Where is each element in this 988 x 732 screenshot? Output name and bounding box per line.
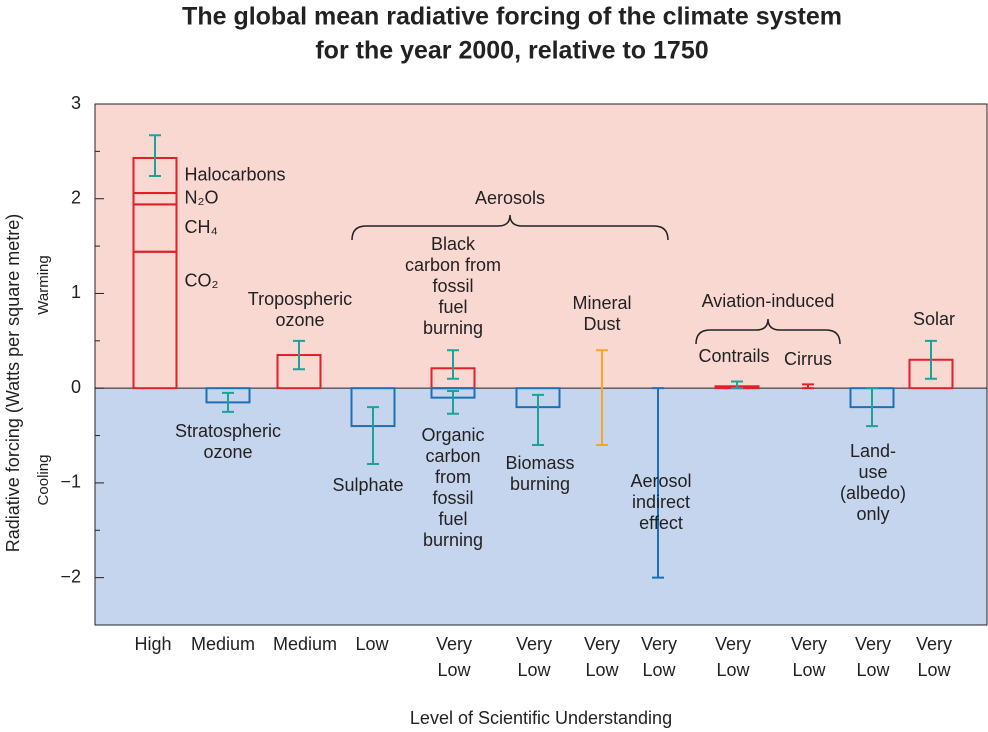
error-bar bbox=[293, 339, 305, 371]
error-bar bbox=[447, 349, 459, 380]
error-bar bbox=[149, 134, 161, 177]
bar-label: carbon from bbox=[405, 255, 501, 275]
understanding-label: Very bbox=[916, 634, 952, 654]
understanding-label: Low bbox=[355, 634, 389, 654]
chart-title: for the year 2000, relative to 1750 bbox=[315, 37, 708, 65]
error-bar bbox=[802, 383, 814, 390]
y-tick-label: −2 bbox=[60, 566, 81, 586]
bar-label: use bbox=[858, 462, 887, 482]
cooling-label: Cooling bbox=[35, 455, 52, 506]
group-label: Aviation-induced bbox=[702, 291, 835, 311]
bar-label: Dust bbox=[583, 314, 620, 334]
understanding-label: Very bbox=[791, 634, 827, 654]
understanding-label: Medium bbox=[191, 634, 255, 654]
bar-label: (albedo) bbox=[840, 483, 906, 503]
understanding-label: Very bbox=[516, 634, 552, 654]
bar-label: burning bbox=[423, 530, 483, 550]
bar-label: burning bbox=[510, 474, 570, 494]
bar-label: fossil bbox=[432, 276, 473, 296]
error-bar bbox=[925, 339, 937, 380]
bar-label: carbon bbox=[425, 446, 480, 466]
understanding-label: Low bbox=[792, 660, 826, 680]
bar-label: ozone bbox=[275, 310, 324, 330]
understanding-label: Low bbox=[917, 660, 951, 680]
understanding-label: Low bbox=[716, 660, 750, 680]
understanding-label: Very bbox=[584, 634, 620, 654]
group-brace bbox=[695, 318, 841, 345]
bar-label: Stratospheric bbox=[175, 421, 281, 441]
bar-label: fossil bbox=[432, 488, 473, 508]
bar-label: only bbox=[856, 504, 889, 524]
understanding-label: Low bbox=[437, 660, 471, 680]
segment-label: N₂O bbox=[185, 187, 219, 207]
segment-label: Halocarbons bbox=[185, 164, 286, 184]
error-bar bbox=[596, 349, 608, 447]
cooling-region bbox=[95, 388, 987, 625]
x-axis-label: Level of Scientific Understanding bbox=[410, 708, 672, 728]
bar-label: Black bbox=[431, 234, 476, 254]
y-tick-label: 1 bbox=[71, 282, 81, 302]
bar-label: Biomass bbox=[505, 453, 574, 473]
segment-label: CO₂ bbox=[185, 271, 219, 291]
error-bar bbox=[652, 387, 664, 579]
warming-region bbox=[95, 104, 987, 389]
bar-label: Cirrus bbox=[784, 349, 832, 369]
segment-label: CH₄ bbox=[185, 217, 218, 237]
error-bar bbox=[532, 393, 544, 447]
understanding-label: Low bbox=[642, 660, 676, 680]
bar-label: ozone bbox=[203, 442, 252, 462]
error-bar bbox=[447, 390, 459, 415]
y-tick-label: 0 bbox=[71, 377, 81, 397]
y-tick-label: −1 bbox=[60, 472, 81, 492]
bar-label: Contrails bbox=[698, 346, 769, 366]
plot-frame bbox=[94, 103, 988, 626]
group-brace bbox=[351, 214, 669, 241]
y-axis-label: Radiative forcing (Watts per square metr… bbox=[3, 214, 23, 552]
understanding-label: Very bbox=[641, 634, 677, 654]
bar-label: Land- bbox=[850, 441, 896, 461]
error-bar bbox=[367, 406, 379, 465]
bar-label: fuel bbox=[438, 297, 467, 317]
understanding-label: Low bbox=[856, 660, 890, 680]
error-bar bbox=[866, 387, 878, 428]
warming-label: Warming bbox=[35, 255, 52, 314]
bar-label: fuel bbox=[438, 509, 467, 529]
bar-label: Aerosol bbox=[630, 471, 691, 491]
bar-label: from bbox=[435, 467, 471, 487]
bar-label: indirect bbox=[632, 492, 690, 512]
understanding-label: Very bbox=[855, 634, 891, 654]
understanding-label: Low bbox=[585, 660, 619, 680]
bar-label: Mineral bbox=[572, 293, 631, 313]
understanding-label: Low bbox=[517, 660, 551, 680]
bar-label: Tropospheric bbox=[248, 289, 352, 309]
understanding-label: Very bbox=[436, 634, 472, 654]
bar-label: burning bbox=[423, 318, 483, 338]
chart-title: The global mean radiative forcing of the… bbox=[182, 3, 842, 31]
y-tick-label: 3 bbox=[71, 93, 81, 113]
y-tick-label: 2 bbox=[71, 187, 81, 207]
understanding-label: Very bbox=[715, 634, 751, 654]
understanding-label: Medium bbox=[273, 634, 337, 654]
error-bar bbox=[222, 391, 234, 413]
bar-label: Organic bbox=[421, 425, 484, 445]
bar-label: effect bbox=[639, 513, 683, 533]
bar-label: Sulphate bbox=[332, 475, 403, 495]
understanding-label: High bbox=[134, 634, 171, 654]
group-label: Aerosols bbox=[475, 188, 545, 208]
bar-label: Solar bbox=[913, 309, 955, 329]
error-bar bbox=[731, 380, 743, 390]
